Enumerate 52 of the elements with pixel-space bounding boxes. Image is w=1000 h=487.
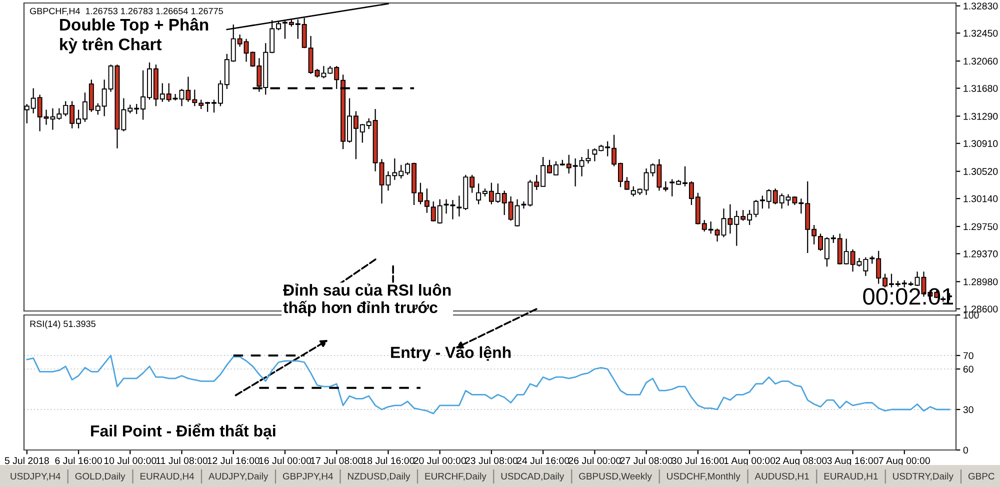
text: USDCAD,Daily (501, 472, 564, 482)
text: USDJPY,H4 (10, 472, 60, 481)
text: EURAUD,H4 (140, 472, 194, 481)
x-tick-label: 27 Jul 08:00 (620, 456, 672, 464)
x-tick-label: 16 Jul 00:00 (259, 456, 312, 464)
text: RSI(14) 51.3935 (30, 320, 96, 329)
annotation: Đỉnh sau của RSI luôn thấp hơn đỉnh trước (283, 284, 451, 316)
y-tick-label: 0 (963, 446, 968, 454)
x-tick-label: 11 Jul 08:00 (156, 456, 208, 464)
text: GBPJPY,H4 (282, 472, 333, 481)
y-tick-label: 1.30140 (964, 195, 998, 202)
text: AUDUSD,H1 (754, 472, 809, 481)
x-tick-label: 6 Jul 16:00 (55, 456, 102, 464)
y-tick-label: 1.29370 (964, 250, 998, 258)
x-tick-label: 20 Jul 00:00 (414, 456, 466, 464)
y-tick-label: 1.28600 (964, 306, 998, 312)
y-tick-label: 1.31680 (964, 84, 998, 92)
annotation: Double Top + Phân kỳ trên Chart (60, 18, 208, 54)
x-tick-label: 17 Jul 08:00 (310, 456, 363, 464)
x-tick-label: 12 Jul 16:00 (208, 456, 260, 464)
text: NZDUSD,Daily (348, 472, 410, 482)
y-tick-label: 1.28980 (964, 278, 998, 286)
text: AUDJPY,Daily (208, 472, 268, 482)
y-tick-label: 1.31290 (964, 112, 998, 120)
text: GOLD,Daily (75, 472, 126, 482)
y-tick-label: 1.32060 (964, 58, 998, 65)
x-tick-label: 5 Jul 2018 (4, 456, 49, 464)
x-tick-label: 23 Jul 08:00 (465, 456, 518, 464)
y-tick-label: 1.30910 (964, 140, 998, 148)
x-tick-label: 24 Jul 16:00 (517, 456, 570, 464)
annotation: Fail Point - Điểm thất bại (91, 424, 276, 440)
y-tick-label: 1.29750 (964, 223, 998, 230)
text: EURCHF,Daily (425, 472, 486, 482)
x-tick-label: 30 Jul 16:00 (672, 456, 724, 464)
y-tick-label: 1.32830 (964, 2, 998, 10)
y-tick-label: 1.30520 (964, 168, 998, 175)
y-tick-label: 1.32450 (964, 30, 998, 37)
text: GBPC (968, 472, 994, 480)
text: USDTRY,Daily (893, 472, 954, 482)
annotation: Entry - Vào lệnh (391, 346, 511, 362)
y-tick-label: 60 (963, 366, 974, 373)
text: USDCHF,Monthly (667, 472, 740, 482)
chart-title: GBPCHF,H4 1.26753 1.26783 1.26654 1.26775 (30, 8, 223, 16)
text: GBPUSD,Weekly (579, 472, 652, 482)
x-tick-label: 10 Jul 00:00 (104, 456, 156, 464)
candlestick (663, 180, 668, 192)
text: EURAUD,H1 (824, 472, 878, 481)
x-tick-label: 26 Jul 00:00 (568, 456, 621, 464)
y-tick-label: 30 (963, 406, 974, 414)
x-tick-label: 18 Jul 16:00 (362, 456, 414, 464)
y-tick-label: 100 (964, 312, 979, 319)
y-tick-label: 70 (963, 352, 974, 360)
